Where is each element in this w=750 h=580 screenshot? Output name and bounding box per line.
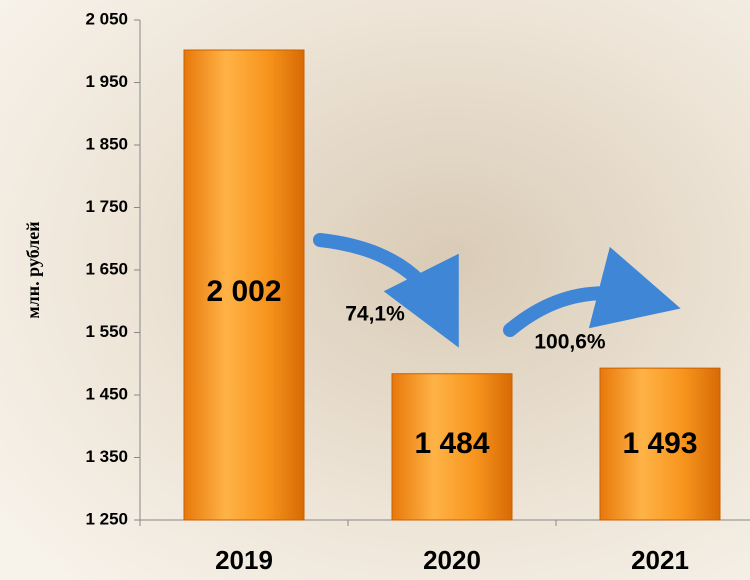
y-tick-label: 1 250 [85, 509, 128, 528]
x-tick-label: 2020 [423, 545, 481, 575]
arrow [503, 246, 681, 337]
bar [599, 367, 721, 521]
y-tick-label: 1 550 [85, 322, 128, 341]
y-tick-label: 1 350 [85, 447, 128, 466]
value-label: 1 493 [622, 427, 697, 460]
y-axis-label: млн. рублей [23, 221, 43, 318]
arrow [313, 233, 459, 348]
y-tick-label: 1 950 [85, 72, 128, 91]
annotation: 74,1% [345, 303, 405, 326]
x-tick-label: 2019 [215, 545, 273, 575]
bar [391, 373, 513, 521]
x-tick-label: 2021 [631, 545, 689, 575]
bar [183, 49, 305, 521]
y-tick-label: 1 850 [85, 134, 128, 153]
annotation: 100,6% [534, 331, 606, 354]
y-tick-label: 1 750 [85, 197, 128, 216]
y-tick-label: 1 450 [85, 384, 128, 403]
value-label: 1 484 [414, 427, 489, 460]
y-tick-label: 1 650 [85, 259, 128, 278]
y-tick-label: 2 050 [85, 9, 128, 28]
value-label: 2 002 [206, 275, 281, 308]
arrows [313, 233, 681, 348]
